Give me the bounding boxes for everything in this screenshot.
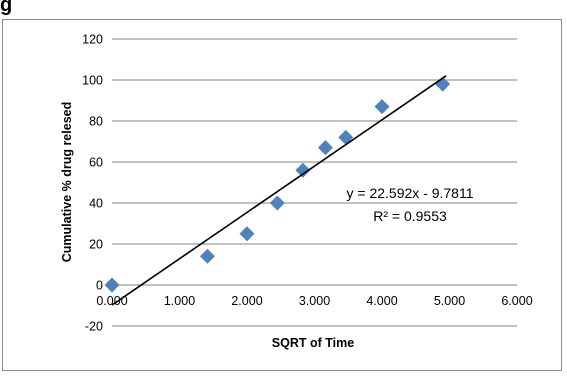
data-point xyxy=(374,99,390,115)
data-point xyxy=(317,140,333,156)
y-tick-label: 80 xyxy=(89,115,103,129)
trendline xyxy=(111,75,447,306)
y-tick-label: 0 xyxy=(96,279,103,293)
y-tick-label: 40 xyxy=(89,197,103,211)
y-axis-label: Cumulative % drug relesed xyxy=(60,102,74,262)
data-point xyxy=(239,226,255,242)
y-tick-label: 60 xyxy=(89,156,103,170)
x-tick-label: 5.000 xyxy=(434,294,465,308)
gridlines xyxy=(112,38,517,327)
data-point xyxy=(338,129,354,145)
y-tick-label: -20 xyxy=(85,320,103,334)
trendline-r-squared: R² = 0.9553 xyxy=(373,208,447,224)
data-point xyxy=(295,162,311,178)
data-points xyxy=(104,76,451,293)
x-tick-label: 4.000 xyxy=(366,294,397,308)
x-tick-label: 0.000 xyxy=(96,294,127,308)
y-tick-labels: -20 0 20 40 60 80 100 120 xyxy=(82,33,103,334)
data-point xyxy=(104,277,120,293)
x-tick-label: 3.000 xyxy=(299,294,330,308)
x-tick-label: 1.000 xyxy=(164,294,195,308)
x-tick-label: 2.000 xyxy=(231,294,262,308)
trendline-equation: y = 22.592x - 9.7811 xyxy=(347,185,474,201)
cropped-figure-label: g xyxy=(0,0,13,16)
x-tick-labels: 0.000 1.000 2.000 3.000 4.000 5.000 6.000 xyxy=(96,294,532,308)
y-tick-label: 20 xyxy=(89,238,103,252)
y-tick-label: 100 xyxy=(82,74,103,88)
x-axis-label: SQRT of Time xyxy=(272,336,354,350)
chart-frame xyxy=(2,19,562,371)
data-point xyxy=(269,195,285,211)
data-point xyxy=(199,248,215,264)
x-tick-label: 6.000 xyxy=(501,294,532,308)
y-tick-label: 120 xyxy=(82,33,103,47)
